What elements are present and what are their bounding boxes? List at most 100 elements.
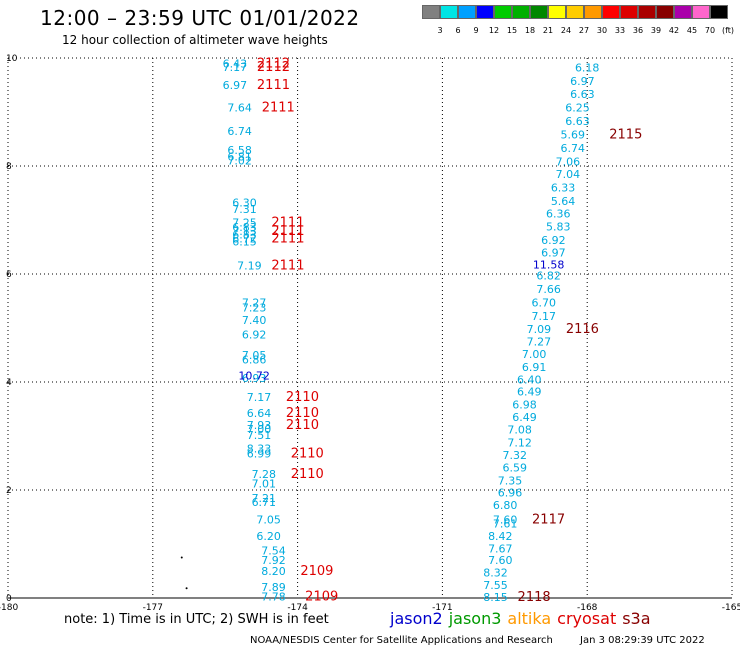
data-label: 6.43: [223, 57, 248, 70]
data-label: 2112: [257, 56, 290, 71]
data-label: 7.60: [488, 554, 513, 567]
legend-item: jason2: [390, 609, 443, 628]
data-label: 2111: [271, 258, 304, 273]
data-label: 6.36: [546, 208, 571, 221]
data-label: 11.58: [533, 258, 565, 271]
legend-item: cryosat: [557, 609, 617, 628]
data-label: 7.02: [227, 155, 252, 168]
legend-item: s3a: [622, 609, 651, 628]
data-label: 8.32: [483, 567, 508, 580]
data-label: 7.64: [227, 102, 252, 115]
colorbar-swatch: [440, 5, 458, 19]
colorbar-label: 30: [596, 26, 608, 35]
chart-title: 12:00 – 23:59 UTC 01/01/2022: [40, 6, 360, 30]
data-label: 7.09: [527, 323, 552, 336]
data-label: 2111: [271, 216, 304, 231]
data-label: 10.72: [238, 370, 270, 383]
colorbar-swatch: [692, 5, 710, 19]
data-label: 7.06: [556, 156, 581, 169]
footer-credit: NOAA/NESDIS Center for Satellite Applica…: [250, 635, 553, 646]
data-label: 2109: [300, 564, 333, 579]
data-label: 6.18: [575, 62, 600, 75]
x-tick-label: -171: [432, 603, 452, 613]
x-tick-label: -168: [577, 603, 598, 613]
data-label: 6.63: [565, 115, 590, 128]
data-label: 6.97: [541, 246, 566, 259]
data-label: 2116: [566, 322, 599, 337]
colorbar-label: 18: [524, 26, 536, 35]
colorbar-label: 6: [455, 26, 461, 35]
data-label: 6.91: [522, 361, 547, 374]
colorbar-swatch: [422, 5, 440, 19]
data-label: 6.70: [532, 297, 557, 310]
data-label: 6.98: [512, 399, 537, 412]
y-tick-label: 6: [6, 270, 12, 280]
data-label: 2111: [262, 101, 295, 116]
data-label: 6.63: [570, 88, 595, 101]
colorbar-swatch: [710, 5, 728, 19]
data-label: 7.78: [261, 590, 286, 603]
data-label: 7.13: [232, 225, 257, 238]
data-label: 2111: [271, 224, 304, 239]
data-label: 7.60: [493, 514, 518, 527]
legend: jason2 jason3 altika cryosat s3a: [390, 609, 657, 628]
data-label: 2112: [257, 60, 290, 75]
colorbar-swatch: [458, 5, 476, 19]
data-label: 7.28: [252, 468, 277, 481]
colorbar-swatch: [512, 5, 530, 19]
data-point: [185, 587, 188, 590]
data-label: 7.27: [242, 297, 267, 310]
data-label: 8.42: [488, 530, 513, 543]
data-label: 7.31: [232, 203, 257, 216]
data-label: 7.19: [237, 259, 262, 272]
colorbar-label: 39: [650, 26, 662, 35]
data-label: 6.59: [503, 461, 528, 474]
y-tick-label: 10: [6, 54, 18, 64]
data-label: 6.58: [227, 144, 252, 157]
data-label: 7.21: [252, 492, 277, 505]
data-label: 6.81: [227, 150, 252, 163]
legend-item: altika: [507, 609, 552, 628]
y-tick-label: 0: [6, 594, 12, 604]
data-label: 7.89: [261, 581, 286, 594]
data-label: 5.83: [546, 220, 571, 233]
data-label: 2110: [286, 406, 319, 421]
data-label: 7.04: [556, 168, 581, 181]
data-label: 2110: [291, 467, 324, 482]
data-label: 7.08: [507, 424, 532, 437]
colorbar-label: 27: [578, 26, 590, 35]
data-label: 6.80: [493, 499, 518, 512]
data-label: 5.64: [551, 195, 576, 208]
y-tick-label: 4: [6, 378, 12, 388]
data-label: 7.01: [252, 478, 277, 491]
x-tick-label: -174: [287, 603, 308, 613]
data-label: 7.05: [242, 349, 267, 362]
colorbar-swatch: [602, 5, 620, 19]
data-label: 6.99: [247, 447, 272, 460]
colorbar-label: 9: [473, 26, 479, 35]
data-label: 6.96: [498, 487, 523, 500]
data-label: 7.17: [532, 310, 557, 323]
data-label: 7.32: [503, 449, 528, 462]
data-label: 6.72: [232, 232, 257, 245]
x-tick-label: -165: [722, 603, 740, 613]
footer-note: note: 1) Time is in UTC; 2) SWH is in fe…: [64, 612, 329, 627]
data-label: 6.49: [512, 411, 537, 424]
data-label: 8.15: [483, 591, 508, 604]
footer-timestamp: Jan 3 08:29:39 UTC 2022: [580, 635, 705, 646]
data-label: 6.20: [256, 530, 281, 543]
data-label: 7.54: [261, 544, 286, 557]
data-label: 7.27: [527, 336, 552, 349]
data-point: [180, 556, 183, 559]
colorbar-label: 15: [506, 26, 518, 35]
data-label: 7.61: [493, 517, 518, 530]
data-label: 7.12: [507, 436, 532, 449]
data-label: 2118: [518, 590, 551, 605]
data-label: 2117: [532, 513, 565, 528]
colorbar-label: 33: [614, 26, 626, 35]
data-label: 6.82: [536, 270, 561, 283]
colorbar-swatch: [548, 5, 566, 19]
data-label: 7.35: [498, 474, 523, 487]
y-tick-label: 8: [6, 162, 12, 172]
